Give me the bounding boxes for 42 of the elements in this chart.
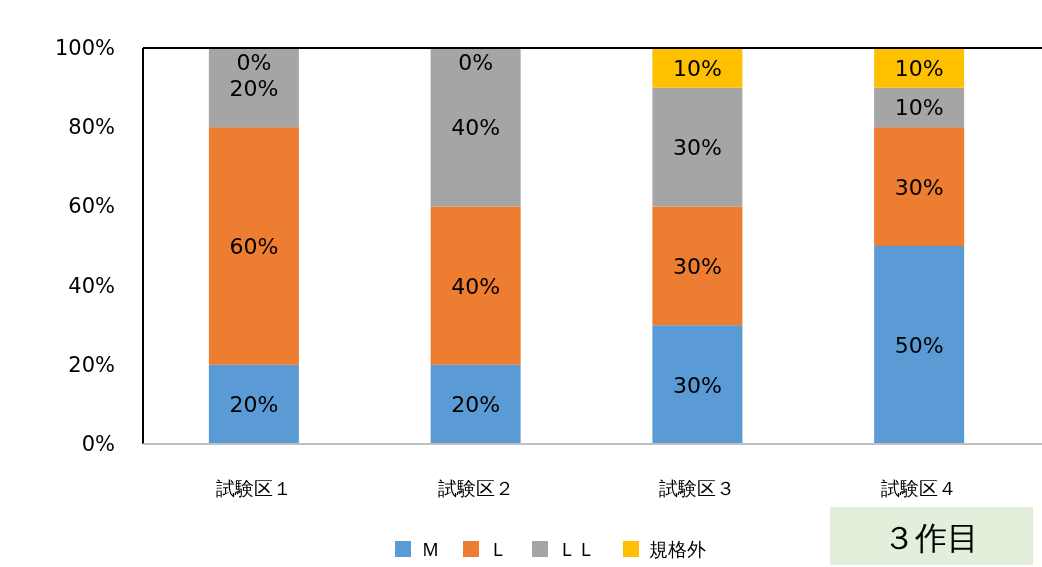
data-label: 0% [458, 50, 494, 75]
data-label: 40% [451, 273, 501, 299]
bar [430, 48, 521, 207]
data-label: 30% [672, 372, 722, 398]
bar [874, 127, 965, 246]
data-label: 20% [229, 75, 279, 101]
data-label: 30% [672, 135, 722, 160]
bar [208, 48, 299, 128]
x-tick-label: 試験区２ [437, 477, 514, 499]
legend-label: ＬＬ [558, 538, 596, 560]
x-tick-label: 試験区４ [881, 477, 958, 499]
data-label: 40% [451, 115, 501, 141]
y-tick-label: 100% [54, 36, 115, 60]
bar [874, 246, 965, 444]
legend-label: Ｍ [421, 538, 440, 560]
y-tick-label: 60% [68, 194, 115, 219]
y-tick-label: 20% [68, 352, 115, 377]
data-label: 20% [229, 392, 279, 418]
bar [208, 364, 299, 444]
data-label: 0% [236, 50, 272, 75]
legend-label: Ｌ [489, 538, 508, 560]
bar [208, 127, 299, 365]
y-tick-label: 0% [81, 432, 115, 456]
data-label: 20% [451, 392, 501, 418]
legend-label: 規格外 [649, 538, 706, 560]
bar [430, 206, 521, 365]
y-tick-label: 40% [68, 273, 115, 298]
data-label: 30% [672, 253, 722, 279]
text: ３作目 [883, 519, 979, 557]
bar [430, 364, 521, 444]
bar [652, 325, 743, 444]
data-label: 50% [894, 333, 944, 358]
data-label: 30% [894, 174, 944, 200]
y-tick-label: 80% [68, 115, 115, 140]
x-tick-label: 試験区３ [659, 477, 736, 499]
data-label: 10% [894, 55, 944, 81]
data-label: 60% [229, 234, 279, 259]
x-tick-label: 試験区１ [215, 477, 292, 499]
data-label: 10% [894, 95, 944, 121]
bar [652, 87, 743, 207]
data-label: 10% [672, 55, 722, 81]
bar [652, 206, 743, 326]
